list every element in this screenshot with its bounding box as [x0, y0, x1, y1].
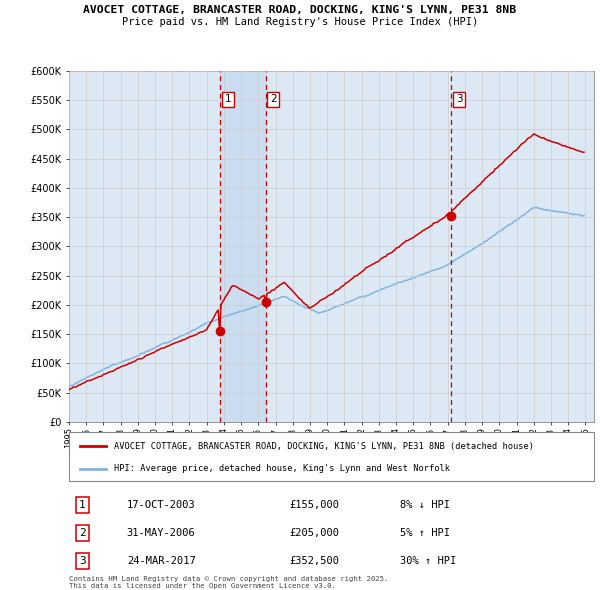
Text: AVOCET COTTAGE, BRANCASTER ROAD, DOCKING, KING'S LYNN, PE31 8NB (detached house): AVOCET COTTAGE, BRANCASTER ROAD, DOCKING…: [113, 441, 533, 451]
Text: 31-MAY-2006: 31-MAY-2006: [127, 528, 196, 538]
Text: 30% ↑ HPI: 30% ↑ HPI: [400, 556, 456, 566]
Text: 8% ↓ HPI: 8% ↓ HPI: [400, 500, 450, 510]
Text: AVOCET COTTAGE, BRANCASTER ROAD, DOCKING, KING'S LYNN, PE31 8NB: AVOCET COTTAGE, BRANCASTER ROAD, DOCKING…: [83, 5, 517, 15]
Text: 2: 2: [79, 528, 86, 538]
Text: Price paid vs. HM Land Registry's House Price Index (HPI): Price paid vs. HM Land Registry's House …: [122, 17, 478, 27]
Text: 2: 2: [270, 94, 277, 104]
Text: £205,000: £205,000: [290, 528, 340, 538]
Text: £155,000: £155,000: [290, 500, 340, 510]
Text: 17-OCT-2003: 17-OCT-2003: [127, 500, 196, 510]
Text: 5% ↑ HPI: 5% ↑ HPI: [400, 528, 450, 538]
Text: 1: 1: [225, 94, 232, 104]
Text: 3: 3: [79, 556, 86, 566]
Text: 3: 3: [456, 94, 463, 104]
Text: 1: 1: [79, 500, 86, 510]
Bar: [220, 71, 266, 422]
Text: 24-MAR-2017: 24-MAR-2017: [127, 556, 196, 566]
FancyBboxPatch shape: [69, 432, 594, 481]
Text: HPI: Average price, detached house, King's Lynn and West Norfolk: HPI: Average price, detached house, King…: [113, 464, 449, 473]
Text: Contains HM Land Registry data © Crown copyright and database right 2025.
This d: Contains HM Land Registry data © Crown c…: [69, 576, 388, 589]
Text: £352,500: £352,500: [290, 556, 340, 566]
